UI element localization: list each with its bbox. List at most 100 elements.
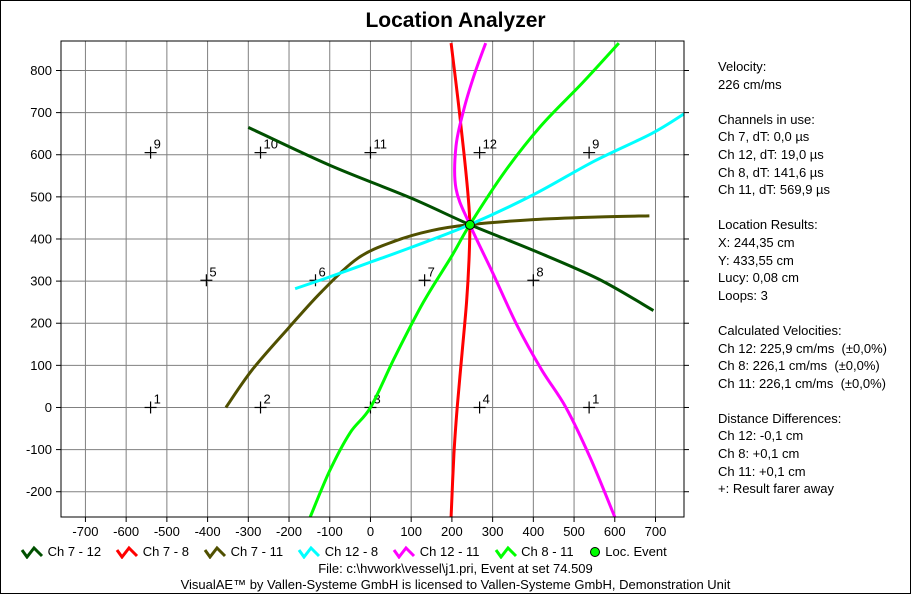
location-event-layer bbox=[464, 219, 475, 230]
sensor-label: 8 bbox=[536, 264, 543, 279]
velocities-block: Calculated Velocities: Ch 12: 225,9 cm/m… bbox=[718, 322, 887, 392]
plot-border bbox=[60, 40, 685, 518]
location-results-block: Location Results: X: 244,35 cm Y: 433,55… bbox=[718, 216, 887, 304]
sensor-label: 5 bbox=[209, 264, 216, 279]
legend-label: Ch 7 - 11 bbox=[226, 543, 284, 559]
sensor-label: 2 bbox=[264, 391, 271, 406]
distance-heading: Distance Differences: bbox=[718, 410, 842, 426]
sensor-label: 4 bbox=[483, 391, 490, 406]
velocity-heading: Velocity: bbox=[718, 59, 767, 74]
sensor-label: 1 bbox=[154, 391, 161, 406]
hyperbola-series bbox=[224, 42, 684, 517]
wave-icon bbox=[297, 546, 321, 560]
location-x: X: 244,35 cm bbox=[718, 234, 795, 250]
x-tick-label: 700 bbox=[645, 524, 667, 539]
y-tick-label: 600 bbox=[30, 147, 52, 162]
x-tick-label: -700 bbox=[72, 524, 98, 539]
location-loops: Loops: 3 bbox=[718, 287, 768, 303]
channels-block: Channels in use: Ch 7, dT: 0,0 µs Ch 12,… bbox=[718, 111, 887, 199]
sensor-label: 1 bbox=[592, 391, 599, 406]
y-tick-label: 300 bbox=[30, 274, 52, 289]
sensor-label: 9 bbox=[154, 137, 161, 152]
x-tick-label: 0 bbox=[367, 524, 374, 539]
chart-title: Location Analyzer bbox=[365, 9, 546, 32]
channel-line: Ch 8, dT: 141,6 µs bbox=[718, 164, 824, 180]
wave-icon bbox=[203, 546, 227, 560]
y-tick-label: 100 bbox=[30, 358, 52, 373]
channels-heading: Channels in use: bbox=[718, 111, 815, 127]
x-tick-label: 500 bbox=[563, 524, 585, 539]
x-tick-label: -200 bbox=[276, 524, 302, 539]
wave-icon bbox=[392, 546, 416, 560]
x-tick-label: -600 bbox=[113, 524, 139, 539]
y-tick-label: -200 bbox=[26, 484, 52, 499]
dot-icon bbox=[589, 547, 600, 558]
location-y: Y: 433,55 cm bbox=[718, 252, 794, 268]
legend-item: Ch 7 - 12 bbox=[20, 544, 101, 560]
y-tick-label: -100 bbox=[26, 442, 52, 457]
sensor-label: 9 bbox=[592, 137, 599, 152]
channel-line: Ch 12, dT: 19,0 µs bbox=[718, 146, 824, 162]
distance-line: Ch 8: +0,1 cm bbox=[718, 446, 800, 462]
x-tick-label: 600 bbox=[604, 524, 626, 539]
series-line bbox=[224, 214, 650, 409]
info-panel: Velocity: 226 cm/ms Channels in use: Ch … bbox=[718, 58, 887, 515]
series-line bbox=[449, 42, 472, 517]
series-line bbox=[308, 42, 620, 517]
wave-icon bbox=[20, 546, 44, 560]
y-tick-label: 400 bbox=[30, 231, 52, 246]
x-tick-label: -400 bbox=[195, 524, 221, 539]
y-tick-label: 500 bbox=[30, 189, 52, 204]
channel-line: Ch 11, dT: 569,9 µs bbox=[718, 182, 831, 198]
legend-label: Ch 8 - 11 bbox=[517, 543, 574, 559]
legend-label: Ch 12 - 11 bbox=[416, 543, 480, 559]
velocity-line: Ch 11: 226,1 cm/ms (±0,0%) bbox=[718, 375, 887, 391]
y-tick-label: 200 bbox=[30, 316, 52, 331]
legend-label: Ch 7 - 8 bbox=[139, 543, 189, 559]
x-tick-label: -300 bbox=[235, 524, 261, 539]
legend: Ch 7 - 12 Ch 7 - 8 Ch 7 - 11 Ch 12 - 8 C… bbox=[20, 543, 681, 560]
wave-icon bbox=[115, 546, 139, 560]
sensor-label: 12 bbox=[483, 137, 497, 152]
wave-icon bbox=[494, 546, 517, 560]
legend-item: Ch 7 - 8 bbox=[115, 544, 189, 560]
x-tick-label: 200 bbox=[441, 524, 463, 539]
file-info: File: c:\hvwork\vessel\j1.pri, Event at … bbox=[318, 561, 593, 576]
x-tick-label: -500 bbox=[154, 524, 180, 539]
x-tick-label: 100 bbox=[400, 524, 422, 539]
legend-label: Ch 12 - 8 bbox=[321, 543, 379, 559]
sensor-label: 7 bbox=[428, 264, 435, 279]
velocity-block: Velocity: 226 cm/ms bbox=[718, 58, 887, 93]
distance-block: Distance Differences: Ch 12: -0,1 cm Ch … bbox=[718, 410, 887, 498]
channel-line: Ch 7, dT: 0,0 µs bbox=[718, 129, 810, 145]
location-event-point bbox=[464, 219, 475, 230]
sensor-label: 6 bbox=[318, 264, 325, 279]
sensor-markers: 9 10 11 12 95 6 7 81 2 3 4 1 bbox=[144, 137, 599, 414]
legend-item: Ch 12 - 11 bbox=[392, 543, 480, 560]
legend-item: Loc. Event bbox=[588, 544, 667, 560]
location-heading: Location Results: bbox=[718, 217, 818, 233]
distance-line: Ch 12: -0,1 cm bbox=[718, 428, 804, 444]
sensor-label: 11 bbox=[373, 137, 387, 152]
distance-line: Ch 11: +0,1 cm bbox=[718, 463, 806, 479]
legend-label: Ch 7 - 12 bbox=[44, 543, 102, 559]
y-tick-label: 700 bbox=[30, 105, 52, 120]
grid bbox=[61, 41, 684, 517]
license-info: VisualAE™ by Vallen-Systeme GmbH is lice… bbox=[180, 577, 731, 592]
location-lucy: Lucy: 0,08 cm bbox=[718, 270, 799, 286]
x-tick-label: 300 bbox=[482, 524, 504, 539]
velocity-line: Ch 12: 225,9 cm/ms (±0,0%) bbox=[718, 340, 887, 356]
x-tick-label: 400 bbox=[522, 524, 544, 539]
sensor-label: 3 bbox=[373, 391, 380, 406]
legend-item: Ch 12 - 8 bbox=[297, 544, 378, 560]
distance-note: +: Result farer away bbox=[718, 481, 834, 497]
y-tick-label: 800 bbox=[30, 63, 52, 78]
velocities-heading: Calculated Velocities: bbox=[718, 322, 842, 338]
x-tick-label: -100 bbox=[317, 524, 343, 539]
legend-label: Loc. Event bbox=[601, 543, 667, 559]
legend-item: Ch 8 - 11 bbox=[494, 544, 574, 560]
axes: -700 -600 -500 -400 -300 -200 -100 0 100 200 300 40… bbox=[26, 40, 689, 539]
legend-item: Ch 7 - 11 bbox=[203, 544, 283, 560]
velocity-line: Ch 8: 226,1 cm/ms (±0,0%) bbox=[718, 358, 880, 374]
